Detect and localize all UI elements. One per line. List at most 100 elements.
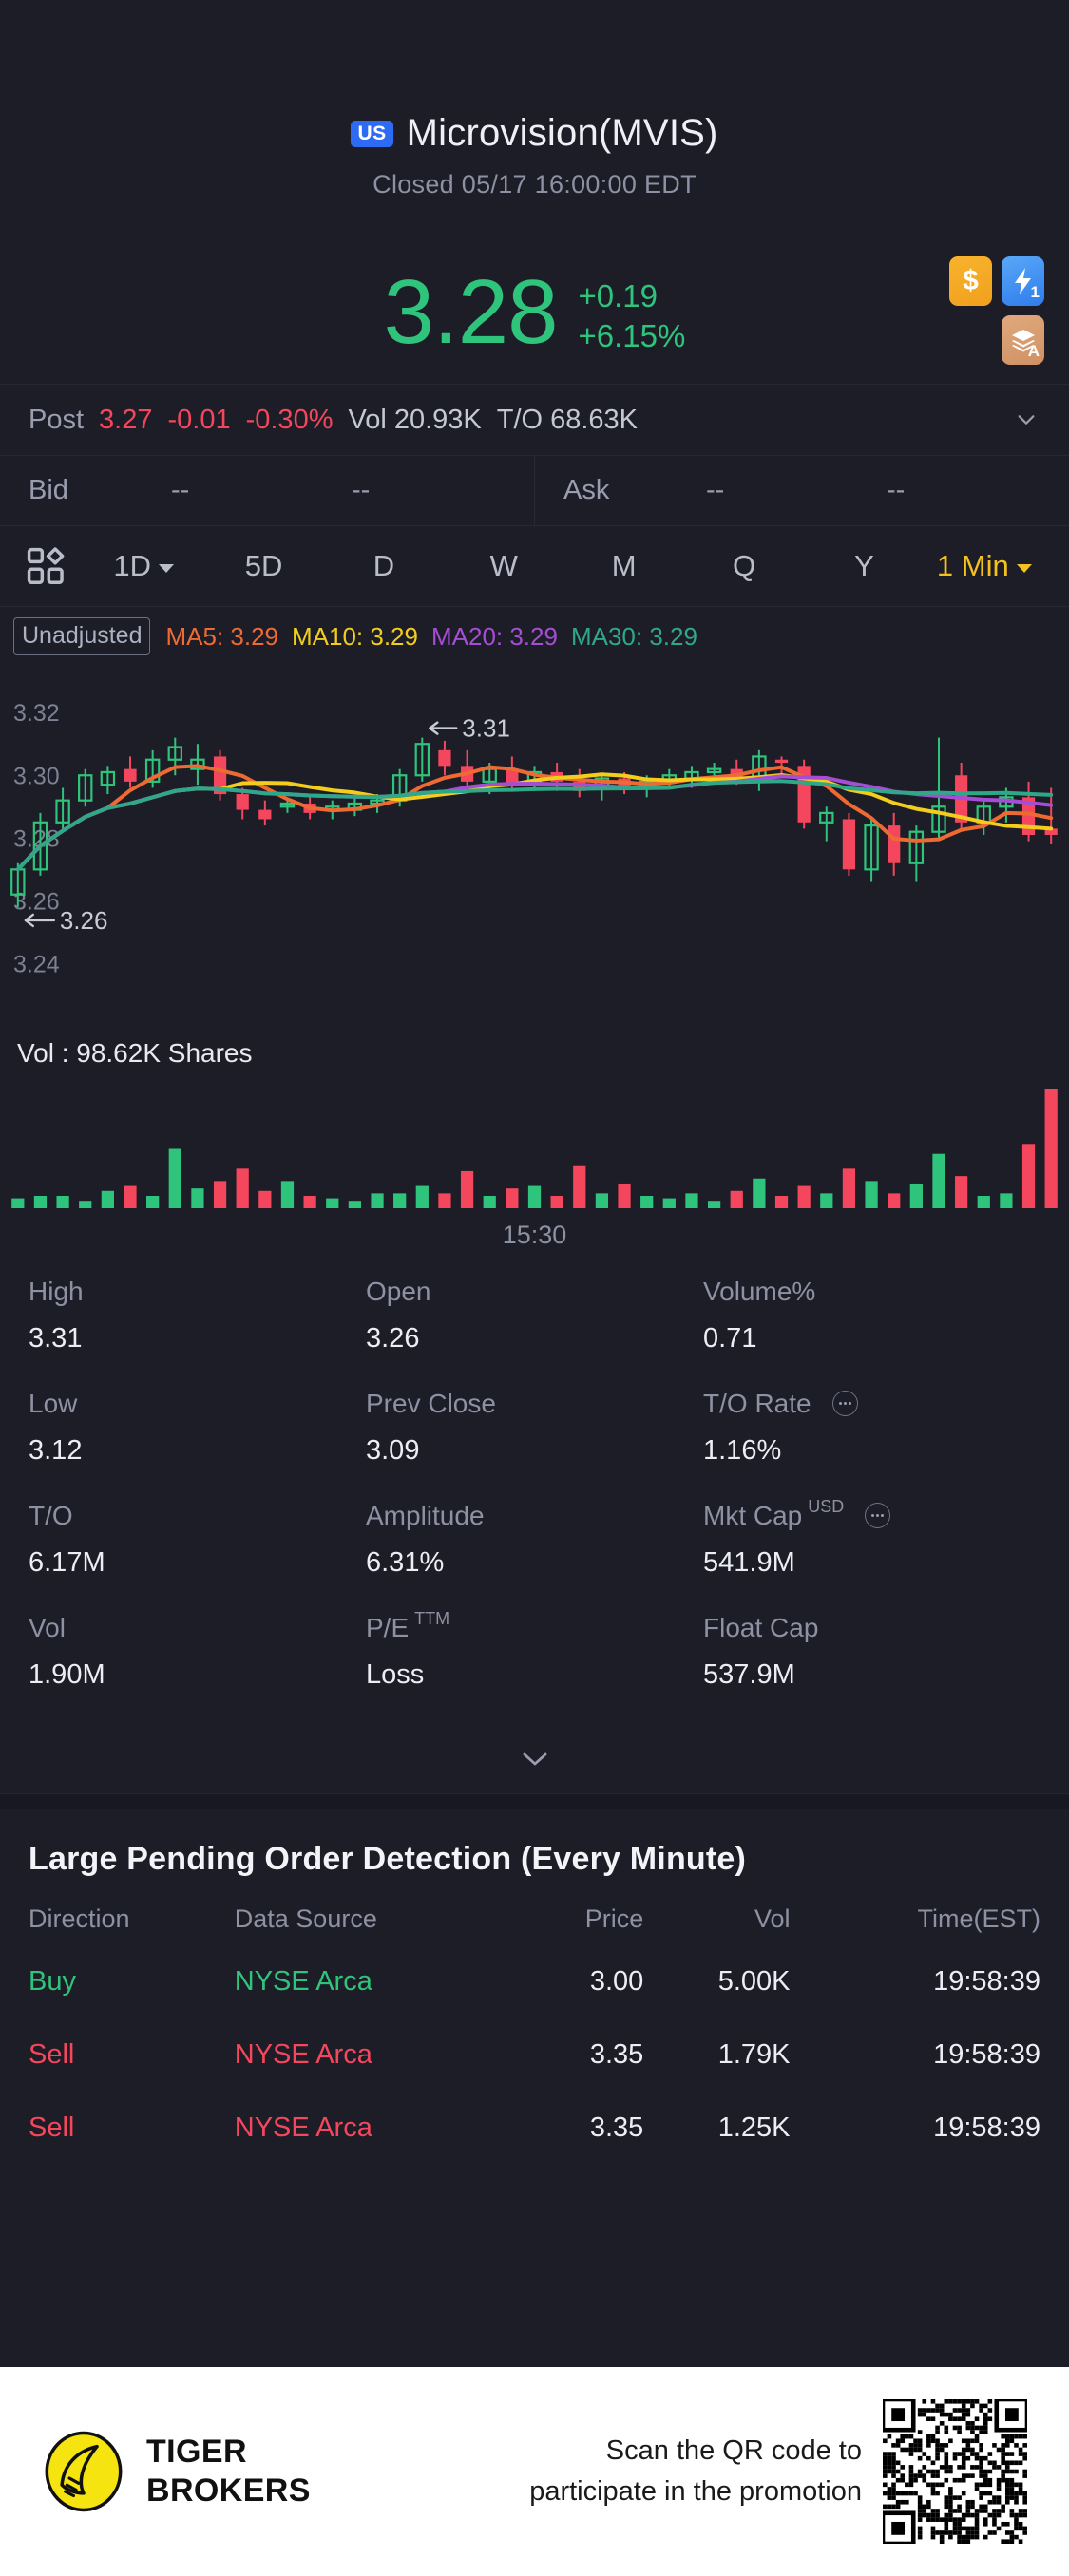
volume-bar bbox=[573, 1165, 586, 1208]
volume-bar bbox=[753, 1178, 766, 1208]
table-col-header: Vol bbox=[754, 1904, 791, 1933]
ma-line-ma5 bbox=[15, 764, 1054, 872]
volume-bar bbox=[124, 1185, 137, 1208]
stat-label: Vol bbox=[29, 1613, 366, 1643]
stats-row: High 3.31 Open 3.26 Volume% 0.71 bbox=[29, 1277, 1040, 1354]
candle-body bbox=[236, 794, 249, 810]
stat-cell-t-o-rate: T/O Rate 1.16% bbox=[703, 1389, 1040, 1467]
table-body: Buy NYSE Arca 3.00 5.00K 19:58:39 Sell NYSE Ar… bbox=[29, 1966, 1040, 2186]
y-axis-tick: 3.24 bbox=[13, 951, 60, 977]
volume-bar bbox=[527, 1185, 542, 1208]
volume-bar bbox=[213, 1181, 227, 1208]
brand-line-1: TIGER bbox=[146, 2433, 247, 2470]
info-dots-icon[interactable] bbox=[831, 1391, 858, 1416]
volume-bar bbox=[393, 1193, 407, 1208]
high-callout-label: 3.31 bbox=[462, 714, 510, 743]
ask-price: -- bbox=[706, 475, 725, 505]
timeframe-tab-1-min[interactable]: 1 Min bbox=[925, 549, 1044, 583]
order-time: 19:58:39 bbox=[933, 1966, 1040, 1997]
timeframe-tab-label: 1D bbox=[113, 549, 151, 582]
ma-legend-item-1: MA10: 3.29 bbox=[292, 621, 418, 651]
bid-price: -- bbox=[171, 475, 190, 505]
volume-bar bbox=[415, 1185, 429, 1208]
info-dots-icon[interactable] bbox=[865, 1503, 891, 1528]
y-axis-tick: 3.30 bbox=[13, 763, 60, 789]
caret-down-icon bbox=[159, 563, 174, 573]
ma-line-ma30 bbox=[15, 779, 1054, 872]
table-row[interactable]: Buy NYSE Arca 3.00 5.00K 19:58:39 bbox=[29, 1966, 1040, 2039]
lightning-badge-icon[interactable]: 1 bbox=[1002, 256, 1044, 306]
y-axis-tick: 3.32 bbox=[13, 700, 60, 727]
table-row[interactable]: Sell NYSE Arca 3.35 1.79K 19:58:39 bbox=[29, 2039, 1040, 2112]
stat-value: 537.9M bbox=[703, 1659, 795, 1690]
post-label: Post bbox=[29, 404, 85, 435]
candle-body bbox=[213, 756, 227, 795]
price-chart-canvas[interactable]: 3.323.303.283.263.243.313.26 bbox=[0, 666, 1069, 1034]
candle-body bbox=[774, 759, 789, 764]
timeframe-tab-5d[interactable]: 5D bbox=[203, 549, 323, 583]
candle-body bbox=[842, 819, 856, 870]
stat-value: Loss bbox=[366, 1659, 425, 1690]
unadjusted-toggle[interactable]: Unadjusted bbox=[13, 617, 151, 655]
timeframe-tab-m[interactable]: M bbox=[564, 549, 684, 583]
volume-chart[interactable]: Vol : 98.62K Shares bbox=[0, 1034, 1069, 1215]
ma-legend-item-2: MA20: 3.29 bbox=[430, 621, 558, 651]
stats-expand-row[interactable] bbox=[0, 1725, 1069, 1793]
volume-bar bbox=[707, 1201, 721, 1208]
volume-bar bbox=[168, 1148, 181, 1208]
layers-badge-icon[interactable]: A bbox=[1002, 315, 1044, 365]
stat-value: 6.31% bbox=[366, 1547, 445, 1578]
volume-bar bbox=[1044, 1089, 1058, 1208]
bid-size: -- bbox=[352, 475, 371, 505]
order-vol: 1.25K bbox=[717, 2112, 791, 2143]
table-row[interactable]: Sell NYSE Arca 3.35 1.25K 19:58:39 bbox=[29, 2112, 1040, 2186]
volume-bar bbox=[56, 1195, 69, 1208]
volume-bar bbox=[730, 1190, 743, 1208]
price-chart[interactable]: 3.32 3.30 3.28 3.26 3.24 3.31 3.26 bbox=[0, 666, 1069, 1034]
timeframe-tab-d[interactable]: D bbox=[324, 549, 444, 583]
stat-label: T/O bbox=[29, 1501, 366, 1531]
promo-footer: TIGER BROKERS Scan the QR code to partic… bbox=[0, 2367, 1069, 2576]
timeframe-tab-w[interactable]: W bbox=[444, 549, 563, 583]
candle-body bbox=[438, 749, 451, 767]
volume-bar bbox=[303, 1195, 316, 1208]
chevron-down-expand-icon[interactable] bbox=[521, 1750, 549, 1769]
post-turnover-label: T/O bbox=[496, 404, 544, 435]
layers-icon bbox=[1011, 330, 1035, 352]
timeframe-tab-bar: 1D 5D D W M Q Y 1 Min bbox=[0, 525, 1069, 607]
volume-bar bbox=[932, 1153, 945, 1208]
stat-label-text: Volume% bbox=[703, 1277, 816, 1306]
stat-value: 0.71 bbox=[703, 1323, 757, 1354]
order-direction: Sell bbox=[29, 2039, 75, 2070]
tiger-logo-icon bbox=[45, 2431, 123, 2512]
stat-cell-float-cap: Float Cap 537.9M bbox=[703, 1613, 1040, 1691]
candle-body bbox=[167, 746, 183, 761]
candle-body bbox=[706, 767, 722, 774]
volume-title: Vol : 98.62K Shares bbox=[17, 1038, 253, 1068]
volume-bar bbox=[1021, 1144, 1036, 1208]
timeframe-tab-label: 1 Min bbox=[936, 549, 1009, 582]
promo-line-1: Scan the QR code to bbox=[605, 2434, 862, 2466]
stat-value: 3.12 bbox=[29, 1435, 83, 1466]
stat-value: 3.26 bbox=[366, 1323, 420, 1354]
volume-bar bbox=[685, 1193, 698, 1208]
ma-legend-item-3: MA30: 3.29 bbox=[570, 621, 697, 651]
chevron-down-icon[interactable] bbox=[1016, 409, 1037, 430]
caret-down-icon bbox=[1016, 563, 1032, 573]
order-time: 19:58:39 bbox=[933, 2039, 1040, 2070]
timeframe-tab-y[interactable]: Y bbox=[804, 549, 924, 583]
bid-cell[interactable]: Bid -- -- bbox=[0, 456, 534, 525]
candle-body bbox=[908, 830, 925, 864]
timeframe-tab-1d[interactable]: 1D bbox=[84, 549, 203, 583]
timeframe-tab-label: Q bbox=[733, 549, 756, 582]
ask-cell[interactable]: Ask -- -- bbox=[534, 456, 1069, 525]
volume-chart-canvas[interactable] bbox=[0, 1076, 1069, 1214]
timeframe-tab-q[interactable]: Q bbox=[684, 549, 804, 583]
dollar-glyph: $ bbox=[963, 265, 979, 296]
post-market-section[interactable]: Post 3.27 -0.01 -0.30% Vol 20.93K T/O 68… bbox=[0, 384, 1069, 455]
dollar-badge-icon[interactable]: $ bbox=[949, 256, 992, 306]
chart-layout-grid-icon[interactable] bbox=[25, 545, 67, 587]
price-change-group: +0.19 +6.15% bbox=[579, 275, 686, 351]
candle-body bbox=[55, 799, 70, 824]
market-flag-badge: US bbox=[351, 120, 393, 147]
